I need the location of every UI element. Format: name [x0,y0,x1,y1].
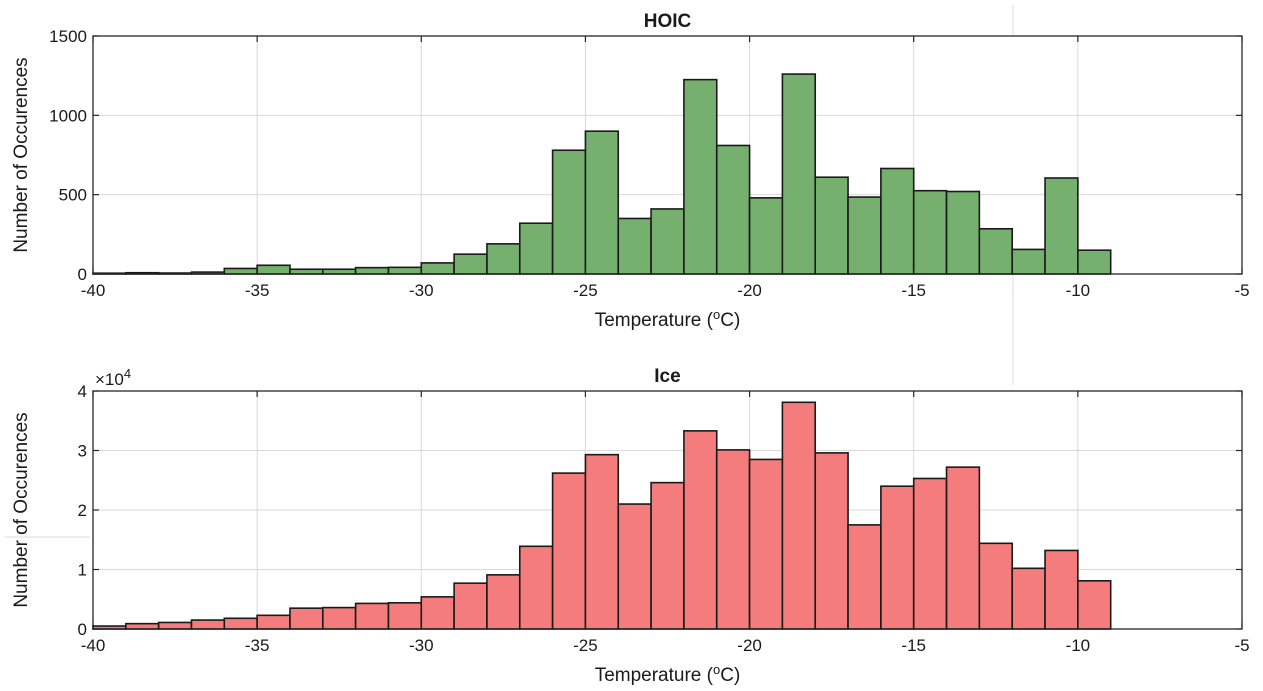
histogram-bar [617,217,652,275]
histogram-bar [518,222,554,275]
histogram-bar [223,267,258,275]
histogram-bar [420,262,455,275]
histogram-bar [1011,567,1046,630]
chart-title: Ice [654,366,680,387]
x-tick-label: -35 [245,636,270,655]
histogram-bar [354,266,390,275]
histogram-bar [715,144,751,275]
histogram-bar [584,453,620,630]
y-tick-label: 1500 [49,27,87,46]
histogram-bar [617,503,652,630]
axes-frame [92,35,1243,275]
histogram-bar [518,545,554,630]
y-tick-label: 0 [78,620,87,639]
histogram-bar [321,606,357,630]
histogram-bar [486,574,521,630]
y-tick-label: 0 [78,265,87,284]
x-tick-label: -25 [573,281,598,300]
histogram-bar [157,621,193,630]
histogram-bar [847,524,882,630]
histogram-bar [945,190,981,275]
histogram-bar [190,619,226,630]
y-axis-label: Number of Occurences [11,57,32,252]
histogram-bar [125,622,160,630]
histogram-bar [650,208,685,275]
y-tick-label: 1000 [49,106,87,125]
histogram-bar [683,430,718,630]
histogram-bar [1044,177,1079,275]
x-tick-label: -5 [1234,281,1249,300]
histogram-bar [1011,248,1046,275]
y-axis-multiplier: ×104 [95,366,131,390]
histogram-bar [880,167,915,275]
histogram-bar [978,542,1013,630]
histogram-bar [223,617,258,630]
histogram-bar [880,485,915,630]
histogram-bar [289,268,324,275]
histogram-bar [1044,549,1079,630]
x-tick-label: -15 [901,281,926,300]
histogram-bar [715,449,751,630]
x-tick-label: -10 [1066,636,1091,655]
chart-panel-2: -40 -35 -30 -25 -20 -15 -10 -5 0 1 2 3 4 ×104 Ice Tempe… [11,366,1250,687]
histogram-bar [1077,580,1112,630]
x-tick-label: -30 [409,636,434,655]
chart-title: HOIC [644,11,692,32]
histogram-bar [387,602,423,630]
x-tick-label: -30 [409,281,434,300]
y-tick-label: 4 [78,382,87,401]
histogram-bar [912,477,948,630]
x-axis-label: Temperature (oC) [595,307,741,332]
histogram-bar [289,607,324,630]
y-tick-label: 3 [78,442,87,461]
histogram-bar [354,602,390,630]
y-axis-label: Number of Occurences [11,412,32,607]
x-tick-label: -10 [1066,281,1091,300]
y-tick-label: 1 [78,561,87,580]
histogram-bar [748,458,784,630]
histogram-bar [321,268,357,275]
x-tick-label: -35 [245,281,270,300]
x-tick-label: -5 [1234,636,1249,655]
histogram-bar [256,614,291,630]
histogram-bar [781,73,817,275]
y-tick-label: 2 [78,501,87,520]
chart-panel-1: -40 -35 -30 -25 -20 -15 -10 -5 0 500 1000 1500 HOIC T… [11,11,1250,331]
histogram-bar [781,401,817,630]
histogram-bar [420,596,455,630]
histogram-bar [748,197,784,275]
x-axis-label: Temperature (oC) [595,662,741,687]
histogram-bar [387,266,423,275]
histogram-bar [453,253,488,275]
x-tick-label: -20 [737,281,762,300]
histogram-bar [584,130,620,275]
histogram-bar [650,481,685,630]
histogram-bar [551,472,587,630]
x-tick-label: -20 [737,636,762,655]
y-tick-label: 500 [59,186,87,205]
histogram-bar [912,189,948,275]
histogram-bar [551,149,587,275]
x-tick-label: -40 [81,636,106,655]
histogram-bar [945,466,981,630]
x-tick-label: -40 [81,281,106,300]
histogram-bar [978,227,1013,275]
x-tick-label: -25 [573,636,598,655]
histogram-bar [683,78,718,275]
x-tick-label: -15 [901,636,926,655]
histogram-bar [847,196,882,275]
histogram-bar [814,176,849,275]
histogram-bar [814,452,849,630]
histogram-bar [256,264,291,275]
histogram-bar [1077,249,1112,275]
histogram-bar [453,582,488,630]
histogram-bar [486,243,521,275]
